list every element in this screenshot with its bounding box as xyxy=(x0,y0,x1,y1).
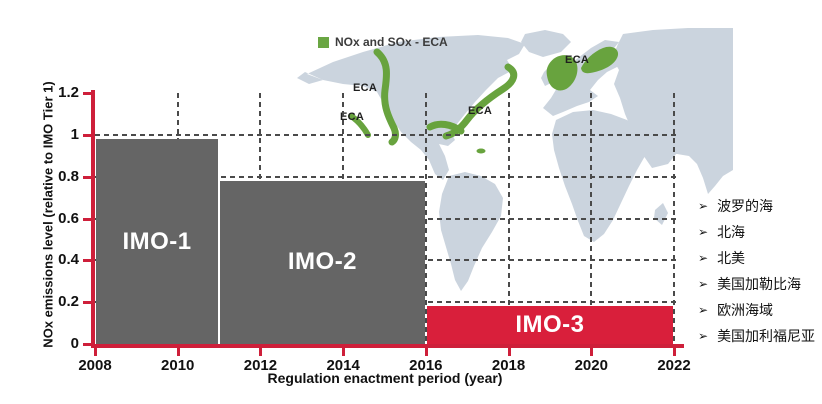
arrow-bullet-icon: ➢ xyxy=(698,199,709,213)
x-tick xyxy=(342,348,346,356)
eca-region-list-item: ➢ 北海 xyxy=(698,219,815,245)
eca-region-name: 北海 xyxy=(717,224,746,240)
eca-label-west-coast: ECA xyxy=(353,82,378,94)
eca-region-name: 美国加利福尼亚 xyxy=(717,328,816,344)
x-tick-label: 2010 xyxy=(161,357,195,374)
y-tick-label: 1.2 xyxy=(58,84,79,101)
x-tick-label: 2020 xyxy=(574,357,608,374)
y-tick-label: 0.6 xyxy=(58,209,79,227)
eca-region-list-item: ➢ 欧洲海域 xyxy=(698,297,815,323)
madagascar-landmass xyxy=(654,203,668,225)
v-gridline xyxy=(673,93,675,344)
bar-imo-2: IMO-2 xyxy=(220,180,425,344)
arrow-bullet-icon: ➢ xyxy=(698,329,709,343)
x-tick xyxy=(259,348,263,356)
x-tick-label: 2014 xyxy=(326,357,360,374)
legend: NOx and SOx - ECA xyxy=(318,35,448,49)
bar-imo-1: IMO-1 xyxy=(96,139,219,344)
bar-label: IMO-2 xyxy=(287,248,358,276)
eca-region-list: ➢ 波罗的海 ➢ 北海 ➢ 北美 ➢ 美国加勒比海 ➢ 欧洲海域 ➢ 美国加利福尼亚 xyxy=(698,193,815,349)
eca-zone-us-west-coast xyxy=(373,48,399,146)
eca-region-list-item: ➢ 波罗的海 xyxy=(698,193,815,219)
y-tick xyxy=(83,92,91,95)
x-tick xyxy=(424,348,428,356)
eca-zone-baltic-sea xyxy=(581,46,619,74)
eca-zone-gulf-of-mexico xyxy=(426,120,465,135)
y-tick xyxy=(83,175,91,179)
bar-label: IMO-1 xyxy=(122,227,192,255)
x-axis xyxy=(91,344,684,348)
arrow-bullet-icon: ➢ xyxy=(698,251,709,265)
eca-region-name: 美国加勒比海 xyxy=(717,276,802,292)
x-tick-label: 2012 xyxy=(243,357,278,374)
y-tick xyxy=(83,217,91,221)
y-tick xyxy=(83,301,91,305)
asia-landmass xyxy=(612,28,733,194)
x-axis-title: Regulation enactment period (year) xyxy=(267,370,503,386)
eca-zone-hawaii xyxy=(348,113,371,138)
greenland-landmass xyxy=(521,30,571,57)
v-gridline xyxy=(590,93,593,344)
eca-region-list-item: ➢ 美国加勒比海 xyxy=(698,271,815,297)
v-gridline xyxy=(507,93,510,344)
y-tick xyxy=(83,343,91,346)
y-tick-label: 1 xyxy=(70,125,79,143)
y-tick xyxy=(83,259,91,263)
x-tick xyxy=(94,348,97,356)
y-tick-label: 0.8 xyxy=(58,167,79,185)
y-axis xyxy=(91,90,95,348)
y-tick-label: 0.4 xyxy=(58,251,79,269)
arrow-bullet-icon: ➢ xyxy=(698,225,709,239)
eca-label-hawaii: ECA xyxy=(340,111,365,123)
arabia-landmass xyxy=(643,131,680,168)
x-tick-label: 2022 xyxy=(657,357,691,374)
y-tick xyxy=(83,133,91,137)
x-tick xyxy=(673,348,676,356)
x-tick xyxy=(590,348,594,356)
eca-region-name: 北美 xyxy=(717,250,746,266)
v-gridline xyxy=(424,93,427,344)
x-tick-label: 2016 xyxy=(409,357,443,374)
h-gridline xyxy=(95,133,680,136)
eca-zone-caribbean xyxy=(476,148,486,154)
eca-zone-north-sea xyxy=(546,55,578,91)
world-map: ECA ECA ECA ECA xyxy=(293,28,733,335)
eca-label-east-coast: ECA xyxy=(468,105,493,117)
eca-region-name: 波罗的海 xyxy=(717,198,774,214)
y-tick-label: 0.2 xyxy=(58,293,79,311)
eca-label-europe: ECA xyxy=(565,54,590,66)
x-tick xyxy=(176,348,180,356)
x-tick-label: 2018 xyxy=(491,357,526,374)
y-tick-label: 0 xyxy=(70,335,79,352)
legend-label: NOx and SOx - ECA xyxy=(335,35,448,49)
bar-label: IMO-3 xyxy=(515,311,585,339)
eca-region-name: 欧洲海域 xyxy=(717,302,774,318)
arrow-bullet-icon: ➢ xyxy=(698,277,709,291)
x-tick xyxy=(507,348,511,356)
arrow-bullet-icon: ➢ xyxy=(698,303,709,317)
north-america-landmass xyxy=(297,35,525,180)
x-tick-label: 2008 xyxy=(78,357,112,374)
eca-region-list-item: ➢ 北美 xyxy=(698,245,815,271)
eca-region-list-item: ➢ 美国加利福尼亚 xyxy=(698,323,815,349)
legend-swatch-icon xyxy=(318,36,329,48)
h-gridline xyxy=(95,175,680,178)
bar-imo-3: IMO-3 xyxy=(426,306,673,344)
